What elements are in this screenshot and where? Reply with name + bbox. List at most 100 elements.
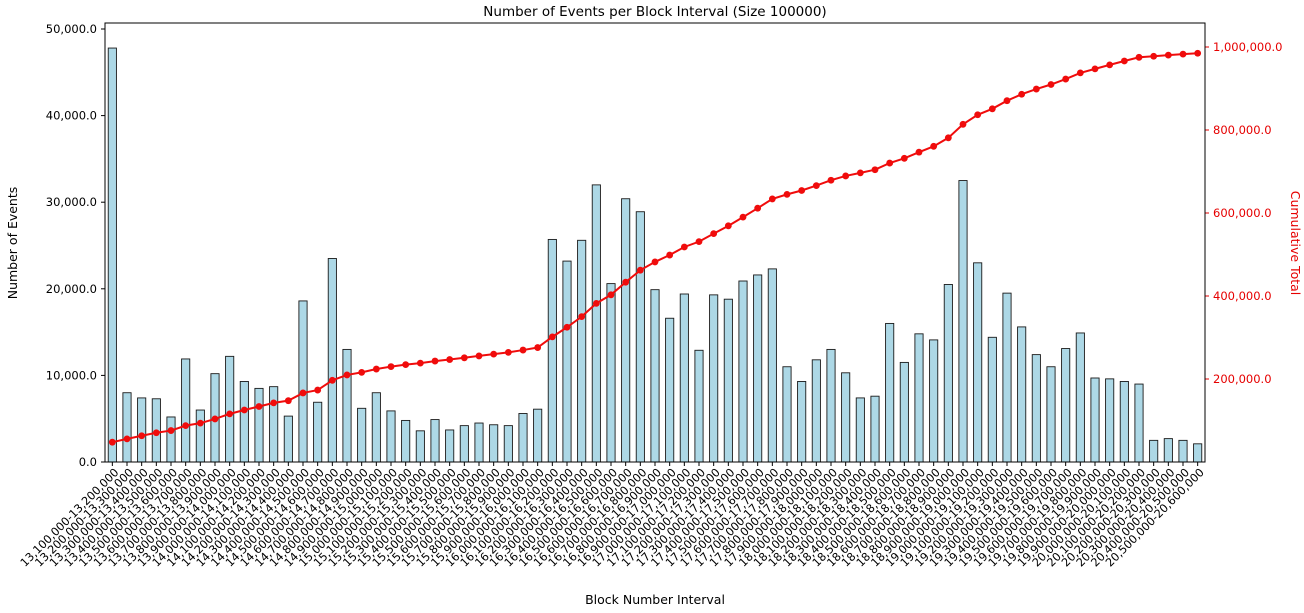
bar	[973, 262, 983, 463]
right-tick-label: 800,000.0	[1213, 123, 1272, 137]
bar	[591, 184, 601, 463]
cumulative-marker	[856, 169, 864, 177]
bar	[797, 381, 807, 463]
bar	[445, 429, 455, 463]
cumulative-marker	[1091, 65, 1099, 73]
left-tick-label: 20,000.0	[46, 282, 97, 296]
cumulative-marker	[695, 238, 703, 246]
cumulative-marker	[431, 357, 439, 365]
cumulative-marker	[167, 427, 175, 434]
right-tick-label: 600,000.0	[1213, 206, 1272, 220]
cumulative-marker	[915, 148, 923, 156]
cumulative-marker	[754, 204, 762, 212]
bar	[401, 419, 411, 463]
cumulative-marker	[651, 258, 659, 266]
cumulative-marker	[534, 344, 542, 351]
bar	[621, 198, 631, 463]
bar	[929, 339, 939, 463]
cumulative-marker	[358, 368, 366, 376]
bar	[459, 425, 469, 463]
bar	[1105, 378, 1115, 463]
bar	[430, 419, 440, 463]
left-tick-label: 50,000.0	[46, 22, 97, 36]
cumulative-marker	[1062, 75, 1070, 83]
cumulative-marker	[944, 134, 952, 142]
left-tick-label: 40,000.0	[46, 109, 97, 123]
right-tick-label: 1,000,000.0	[1213, 40, 1283, 54]
bar	[1134, 383, 1144, 463]
cumulative-marker	[739, 213, 747, 221]
cumulative-marker	[622, 278, 630, 286]
right-tick-label: 200,000.0	[1213, 372, 1272, 386]
cumulative-marker	[1120, 57, 1128, 65]
bar	[547, 238, 557, 463]
bar	[107, 47, 117, 463]
bar	[782, 366, 792, 463]
bar	[1090, 377, 1100, 463]
right-tick-label: 400,000.0	[1213, 289, 1272, 303]
bar	[137, 397, 147, 463]
cumulative-marker	[783, 190, 791, 198]
cumulative-marker	[343, 371, 351, 379]
cumulative-marker	[270, 399, 278, 407]
bar	[870, 395, 880, 463]
cumulative-marker	[460, 354, 468, 362]
bar	[753, 274, 763, 463]
cumulative-marker	[504, 348, 512, 356]
cumulative-marker	[592, 299, 600, 307]
bar	[899, 361, 909, 463]
bar	[283, 415, 293, 463]
bar	[811, 359, 821, 463]
cumulative-marker	[475, 352, 483, 360]
left-tick-label: 10,000.0	[46, 368, 97, 382]
cumulative-marker	[387, 363, 395, 370]
bar	[1002, 292, 1012, 463]
cumulative-marker	[416, 359, 424, 367]
axes-spines	[104, 22, 1206, 463]
cumulative-marker	[842, 172, 850, 180]
cumulative-marker	[1003, 97, 1011, 105]
bar	[1061, 348, 1071, 463]
cumulative-marker	[1135, 53, 1143, 61]
bar	[386, 410, 396, 463]
cumulative-marker	[578, 313, 586, 321]
bar	[195, 409, 205, 463]
plot-area: 0.0 10,000.0 20,000.0 30,000.0 40,000.0 50,00…	[18, 22, 1283, 569]
left-y-axis-label: Number of Events	[5, 187, 20, 300]
bar	[1149, 439, 1159, 463]
bar	[885, 322, 895, 463]
bar	[239, 381, 249, 463]
bar	[679, 293, 689, 463]
bar	[533, 408, 543, 463]
bar	[1017, 326, 1027, 463]
cumulative-marker	[812, 182, 820, 190]
cumulative-marker	[328, 376, 336, 384]
bar	[371, 392, 381, 463]
bar	[415, 430, 425, 463]
bar	[841, 372, 851, 463]
cumulative-marker	[1076, 69, 1084, 77]
cumulative-marker	[886, 159, 894, 167]
cumulative-marker	[1150, 52, 1158, 60]
bar	[313, 401, 323, 463]
cumulative-marker	[372, 365, 380, 373]
cumulative-marker	[123, 435, 131, 443]
bar	[122, 392, 132, 463]
x-axis-label: Block Number Interval	[585, 592, 725, 607]
bar	[694, 349, 704, 463]
cumulative-marker	[636, 266, 644, 274]
cumulative-marker	[959, 120, 967, 128]
bar	[635, 211, 645, 463]
bar	[562, 260, 572, 463]
cumulative-marker	[314, 386, 322, 394]
cumulative-marker	[138, 432, 146, 440]
cumulative-marker	[1018, 90, 1026, 98]
cumulative-marker	[827, 176, 835, 184]
bar	[518, 413, 528, 463]
cumulative-marker	[768, 195, 776, 203]
cumulative-marker	[255, 403, 263, 410]
bar	[958, 180, 968, 463]
cumulative-marker	[680, 243, 688, 251]
bar	[723, 298, 733, 463]
